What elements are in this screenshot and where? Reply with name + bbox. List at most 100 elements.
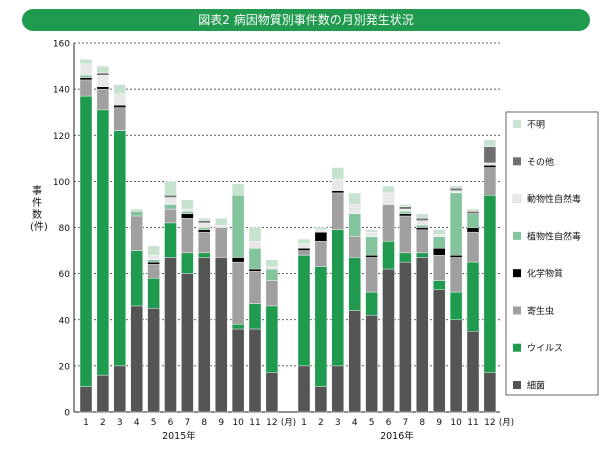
- bar-segment: [164, 181, 177, 196]
- legend-swatch: [513, 343, 521, 352]
- bar-segment: [416, 220, 429, 226]
- bar-segment: [198, 252, 211, 258]
- bar-segment: [449, 190, 463, 194]
- bar-segment: [416, 224, 429, 228]
- x-tick-label: 9: [436, 418, 442, 428]
- legend-label: 細菌: [527, 380, 545, 392]
- chart-title: 図表2 病因物質別事件数の月別発生状況: [198, 13, 414, 27]
- bar-segment: [265, 280, 279, 307]
- bar-segment: [399, 211, 412, 214]
- bar-segment: [96, 86, 110, 90]
- bar-segment: [466, 231, 480, 263]
- bar-segment: [181, 211, 194, 214]
- bar-segment: [348, 213, 361, 237]
- y-tick-label: 0: [64, 409, 70, 419]
- x-tick-label: 5: [369, 418, 375, 428]
- bar-segment: [331, 190, 344, 194]
- bar-segment: [96, 374, 110, 413]
- legend-label: 不明: [527, 120, 545, 131]
- bar-segment: [382, 241, 395, 270]
- bar-segment: [331, 178, 344, 191]
- bar-segment: [265, 266, 279, 270]
- x-tick-label: 2: [100, 418, 106, 428]
- bar-segment: [265, 305, 279, 373]
- bar-segment: [331, 167, 344, 180]
- bar-segment: [365, 236, 378, 256]
- bar-segment: [96, 75, 110, 88]
- bar-segment: [399, 215, 412, 254]
- bar-segment: [483, 372, 497, 413]
- legend-swatch: [513, 306, 521, 315]
- bar-segment: [164, 195, 177, 198]
- bar-segment: [466, 208, 480, 212]
- x-tick-label: 5: [151, 418, 157, 428]
- bar-segment: [466, 211, 480, 214]
- bar-segment: [449, 319, 463, 413]
- bar-segment: [416, 227, 429, 231]
- x-tick-label: 3: [335, 418, 341, 428]
- bar-segment: [214, 227, 228, 258]
- bar-segment: [466, 331, 480, 413]
- x-tick-label: 4: [352, 418, 358, 428]
- bar-segment: [483, 162, 497, 166]
- year-group-label: 2015年: [162, 430, 196, 442]
- bar-segment: [433, 234, 446, 237]
- bar-segment: [416, 218, 429, 221]
- bar-segment: [297, 248, 311, 251]
- bar-segment: [79, 77, 93, 81]
- bar-segment: [181, 273, 194, 413]
- bar-segment: [214, 257, 228, 413]
- x-tick-label: 12: [484, 418, 495, 428]
- bar-segment: [449, 192, 463, 256]
- legend-swatch: [512, 194, 522, 203]
- bar-segment: [113, 105, 127, 108]
- bar-segment: [314, 227, 328, 231]
- bar-segment: [231, 328, 245, 413]
- bar-segment: [382, 268, 395, 413]
- bar-segment: [214, 218, 228, 226]
- legend-swatch: [513, 157, 521, 166]
- bar-segment: [331, 229, 344, 367]
- bar-segment: [130, 250, 143, 307]
- bar-segment: [265, 259, 279, 267]
- chart-title-bar: 図表2 病因物質別事件数の月別発生状況: [22, 9, 590, 31]
- bar-segment: [483, 165, 497, 168]
- legend-label: 化学物質: [527, 268, 563, 280]
- bar-segment: [365, 314, 378, 413]
- bar-segment: [382, 204, 395, 242]
- bar-segment: [164, 208, 177, 224]
- bar-segment: [113, 365, 127, 413]
- bar-segment: [449, 257, 463, 293]
- x-tick-label: 3: [117, 418, 123, 428]
- bar-segment: [483, 167, 497, 196]
- bar-segment: [297, 250, 311, 256]
- bar-segment: [248, 248, 262, 270]
- y-tick-label: 120: [53, 132, 70, 142]
- bar-segment: [297, 365, 311, 413]
- bar-segment: [96, 65, 110, 74]
- bar-segment: [164, 257, 177, 413]
- bar-segment: [96, 88, 110, 111]
- legend-label: 寄生虫: [527, 305, 554, 317]
- legend-box: [505, 111, 599, 396]
- x-tick-label: 2: [318, 418, 324, 428]
- bar-segment: [248, 271, 262, 304]
- bar-segment: [214, 224, 228, 228]
- bar-segment: [399, 252, 412, 263]
- legend-swatch: [513, 231, 521, 240]
- bar-segment: [365, 231, 378, 237]
- bar-segment: [416, 257, 429, 413]
- bar-segment: [96, 109, 110, 376]
- bar-segment: [147, 264, 160, 279]
- y-tick-label: 140: [53, 86, 70, 96]
- bar-segment: [265, 372, 279, 413]
- x-tick-label: 11: [467, 418, 478, 428]
- x-tick-label: 1: [301, 418, 307, 428]
- bar-segment: [365, 229, 378, 233]
- bar-segment: [365, 254, 378, 258]
- bar-segment: [113, 84, 127, 94]
- legend-label: ウイルス: [527, 343, 563, 354]
- bar-segment: [147, 261, 160, 265]
- bar-segment: [348, 236, 361, 258]
- x-tick-label: 7: [403, 418, 409, 428]
